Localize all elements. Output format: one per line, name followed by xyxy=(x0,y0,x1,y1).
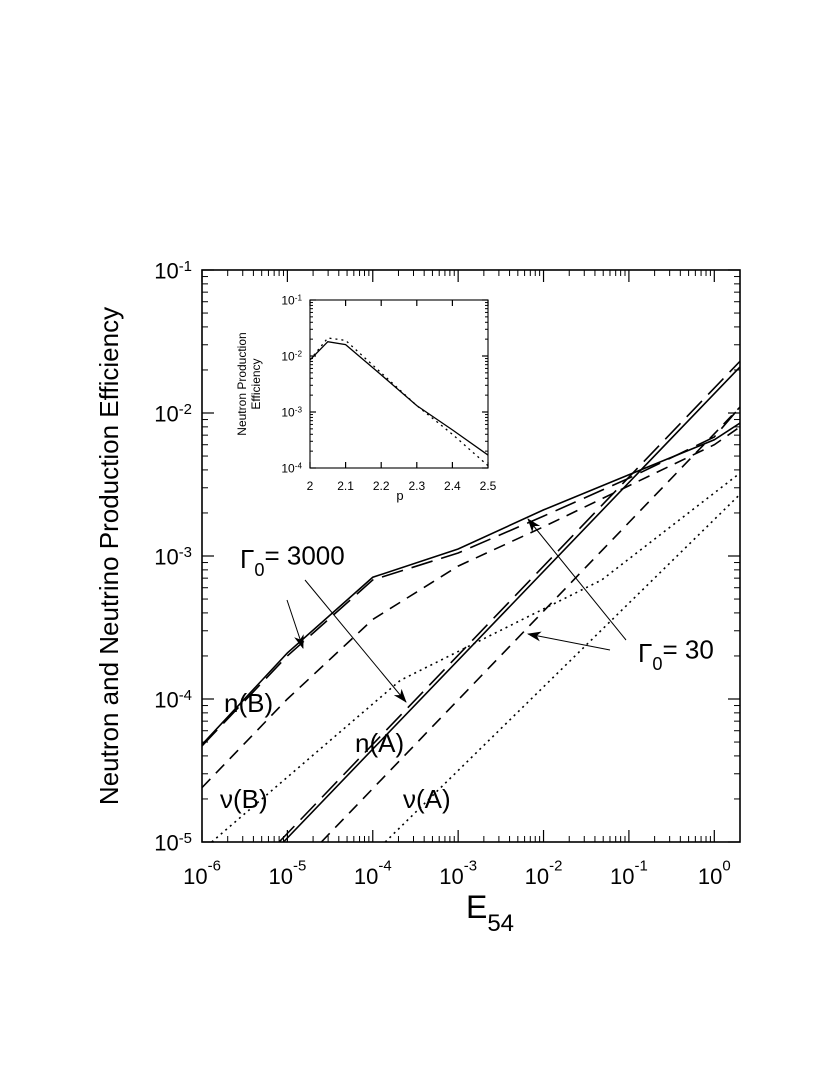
annotation: n(B) xyxy=(224,688,273,718)
y-axis-title: Neutron and Neutrino Production Efficien… xyxy=(94,307,124,805)
y-tick-label: 10-2 xyxy=(154,401,192,426)
series-line xyxy=(202,426,740,789)
y-tick-label: 10-4 xyxy=(154,687,192,712)
x-tick-label: 100 xyxy=(698,858,731,889)
series-line xyxy=(211,472,740,842)
inset-chart: 2 2.1 2.2 2.3 2.4 2.5 10-4 10-3 10-2 10-1 p Neutron… xyxy=(235,293,497,503)
annotation: n(A) xyxy=(355,728,404,758)
x-tick-label: 10-3 xyxy=(439,858,477,889)
annotation-arrow xyxy=(527,631,611,651)
annotation: ν(A) xyxy=(403,784,451,814)
x-tick-label: 2 xyxy=(307,479,314,493)
series-line xyxy=(310,341,488,456)
y-tick-label: 10-2 xyxy=(281,349,302,363)
series-group xyxy=(310,337,488,467)
x-tick-label: 10-4 xyxy=(354,858,392,889)
x-tick-label: 10-1 xyxy=(610,858,648,889)
annotation: Γ0= 30 xyxy=(638,634,714,674)
series-line xyxy=(320,406,740,842)
y-tick-label: 10-3 xyxy=(154,544,192,569)
y-tick-label: 10-1 xyxy=(281,293,302,307)
annotation-arrow xyxy=(527,518,627,641)
x-tick-label: 10-2 xyxy=(525,858,563,889)
y-tick-label: 10-3 xyxy=(281,405,302,419)
y-axis-title: Efficiency xyxy=(249,358,263,409)
plot-frame xyxy=(309,299,489,469)
x-tick-label: 2.1 xyxy=(337,479,354,493)
x-axis-title: p xyxy=(396,488,403,503)
x-axis-title: E54 xyxy=(466,889,514,937)
series-line xyxy=(282,366,740,842)
x-tick-label: 10-5 xyxy=(268,858,306,889)
plots: 10-6 10-5 10-4 10-3 10-2 10-1 100 10-5 10-4 10-3 1… xyxy=(94,258,741,937)
x-tick-label: 10-6 xyxy=(183,858,221,889)
x-tick-label: 2.5 xyxy=(480,479,497,493)
y-tick-label: 10-5 xyxy=(154,830,192,855)
y-tick-label: 10-1 xyxy=(154,258,192,283)
y-tick-label: 10-4 xyxy=(281,461,302,475)
y-axis-title: Neutron Production xyxy=(235,332,249,435)
annotation: ν(B) xyxy=(220,784,268,814)
x-tick-label: 2.2 xyxy=(373,479,390,493)
x-tick-label: 2.4 xyxy=(444,479,461,493)
annotation: Γ0= 3000 xyxy=(240,540,345,580)
x-tick-label: 2.3 xyxy=(408,479,425,493)
annotation-arrow xyxy=(286,599,304,649)
annotation-arrow xyxy=(304,579,407,703)
series-line xyxy=(278,360,740,842)
